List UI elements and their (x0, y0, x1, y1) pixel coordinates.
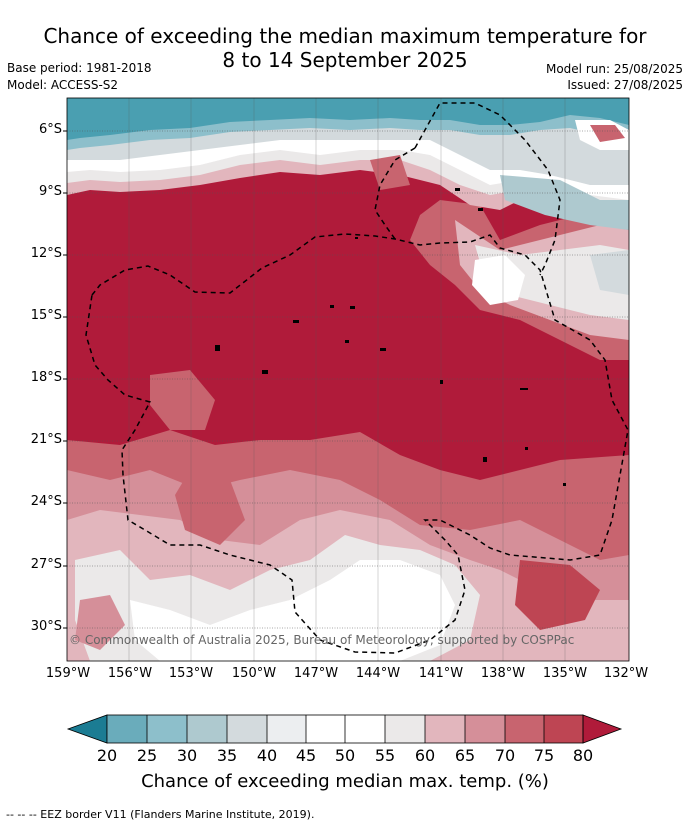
issued-date: Issued: 27/08/2025 (567, 78, 683, 92)
colorbar-tick-label: 20 (96, 746, 118, 765)
lat-label: 21°S (30, 432, 62, 447)
lon-label: 135°W (542, 666, 588, 681)
lat-label: 15°S (30, 308, 62, 323)
lat-label: 30°S (30, 619, 62, 634)
colorbar-tick-label: 25 (136, 746, 158, 765)
colorbar (66, 714, 623, 744)
colorbar-tick-label: 30 (176, 746, 198, 765)
base-period: Base period: 1981-2018 (7, 61, 152, 75)
lon-label: 144°W (355, 666, 401, 681)
lat-label: 27°S (30, 557, 62, 572)
colorbar-tick-label: 70 (494, 746, 516, 765)
lat-label: 24°S (30, 494, 62, 509)
lon-label: 138°W (480, 666, 526, 681)
lat-label: 12°S (30, 246, 62, 261)
eez-border-note: -- -- -- EEZ border V11 (Flanders Marine… (6, 808, 315, 821)
map-title-line1: Chance of exceeding the median maximum t… (43, 24, 647, 48)
lon-label: 153°W (168, 666, 214, 681)
model-name: Model: ACCESS-S2 (7, 78, 119, 92)
lon-label: 150°W (231, 666, 277, 681)
colorbar-tick-label: 55 (374, 746, 396, 765)
colorbar-tick-label: 65 (454, 746, 476, 765)
colorbar-tick-label: 45 (295, 746, 317, 765)
map-title-line2: 8 to 14 September 2025 (222, 48, 468, 72)
colorbar-tick-label: 35 (216, 746, 238, 765)
colorbar-low-arrow (66, 714, 108, 744)
colorbar-tick-label: 75 (533, 746, 555, 765)
model-run: Model run: 25/08/2025 (545, 62, 683, 76)
lon-label: 141°W (418, 666, 464, 681)
copyright-notice: © Commonwealth of Australia 2025, Bureau… (69, 633, 575, 647)
colorbar-tick-label: 60 (414, 746, 436, 765)
lon-label: 147°W (293, 666, 339, 681)
lat-label: 18°S (30, 370, 62, 385)
lat-label: 6°S (38, 122, 62, 137)
lon-label: 156°W (107, 666, 153, 681)
colorbar-tick-label: 40 (256, 746, 278, 765)
lat-label: 9°S (38, 184, 62, 199)
colorbar-tick-label: 50 (334, 746, 356, 765)
lon-label: 132°W (603, 666, 649, 681)
map-field (67, 98, 629, 661)
colorbar-title: Chance of exceeding median max. temp. (%… (141, 771, 549, 792)
colorbar-tick-label: 80 (572, 746, 594, 765)
lon-label: 159°W (45, 666, 91, 681)
colorbar-high-arrow (582, 714, 623, 744)
